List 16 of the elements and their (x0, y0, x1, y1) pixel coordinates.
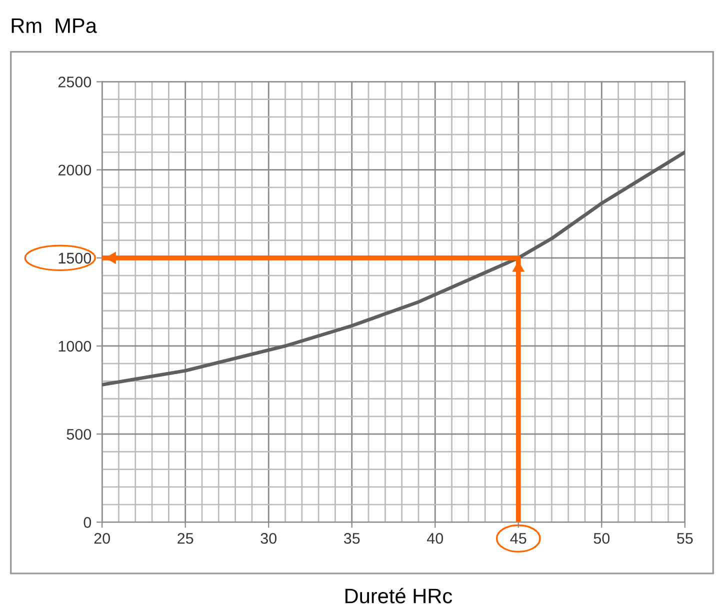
y-tick-label: 1500 (58, 252, 92, 264)
x-tick-label: 20 (94, 532, 110, 544)
x-tick-label: 50 (594, 532, 610, 544)
x-tick-label: 40 (426, 532, 444, 544)
x-tick-label: 30 (260, 532, 277, 544)
y-tick-label: 500 (66, 428, 92, 440)
y-tick-label: 1000 (58, 340, 92, 352)
x-tick-label: 25 (178, 532, 194, 544)
x-tick-label: 55 (677, 533, 693, 544)
x-axis-title: Dureté HRc (346, 588, 452, 604)
y-tick-label: 2000 (58, 164, 92, 176)
y-tick-label: 0 (84, 517, 92, 528)
x-tick-label: 35 (344, 532, 360, 544)
y-axis-title: Rm MPa (12, 18, 97, 34)
y-tick-label: 2500 (58, 76, 92, 88)
x-tick-label: 45 (510, 533, 526, 544)
